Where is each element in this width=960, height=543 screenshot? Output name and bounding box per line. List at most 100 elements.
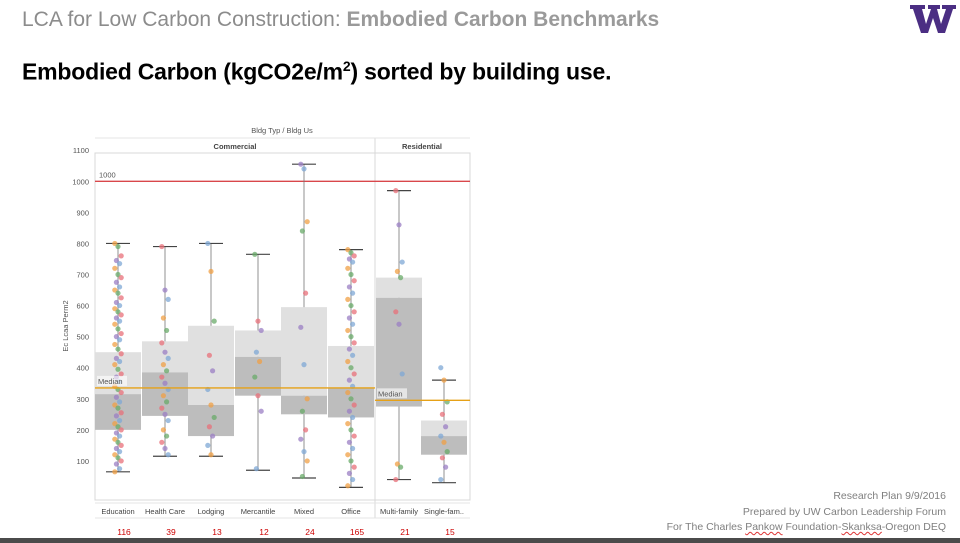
data-point [112, 362, 118, 368]
data-point [159, 243, 165, 250]
data-point [113, 299, 119, 306]
data-point [208, 268, 214, 275]
data-point [348, 250, 354, 256]
data-point [118, 458, 124, 464]
data-point [345, 296, 351, 302]
data-point [115, 290, 121, 296]
count-label: 116 [117, 527, 131, 537]
data-point [117, 466, 123, 472]
data-point [112, 306, 118, 312]
data-point [118, 312, 124, 318]
data-point [348, 396, 354, 402]
data-point [160, 315, 166, 321]
y-tick-label: 500 [76, 333, 89, 342]
data-point [438, 476, 444, 483]
data-point [346, 315, 352, 321]
data-point [304, 219, 310, 225]
data-point [115, 405, 121, 411]
data-point [164, 327, 170, 334]
data-point [160, 427, 166, 433]
data-point [115, 366, 121, 372]
data-point [115, 271, 121, 278]
data-point [117, 337, 123, 343]
data-point [165, 452, 171, 458]
data-point [351, 433, 357, 439]
data-point [441, 439, 447, 445]
data-point [351, 371, 357, 377]
data-point [346, 408, 352, 414]
data-point [255, 393, 261, 399]
data-point [159, 374, 165, 380]
data-point [162, 287, 168, 293]
data-point [113, 355, 119, 361]
data-point [443, 464, 449, 470]
data-point [394, 461, 400, 467]
data-point [298, 436, 304, 442]
footer-line-3-part: Skanksa [841, 521, 882, 533]
data-point [162, 445, 168, 452]
data-point [350, 352, 356, 358]
data-point [304, 458, 310, 464]
footer-line-3-part: Foundation- [782, 521, 842, 533]
y-tick-label: 1000 [72, 177, 89, 186]
footer-line-3-part: -Oregon DEQ [881, 521, 946, 533]
data-point [118, 427, 124, 433]
y-tick-label: 600 [76, 302, 89, 311]
data-point [115, 309, 121, 315]
data-point [348, 458, 354, 464]
y-tick-label: 400 [76, 364, 89, 373]
data-point [112, 421, 118, 427]
data-point [399, 371, 405, 377]
data-point [301, 449, 307, 455]
data-point [162, 349, 168, 355]
data-point [345, 265, 351, 271]
data-point [345, 389, 351, 396]
data-point [160, 393, 166, 399]
box-lower [281, 395, 327, 415]
reference-line-label: 1000 [99, 170, 116, 179]
data-point [165, 296, 171, 302]
data-point [396, 321, 402, 327]
headline-superscript: 2 [342, 58, 351, 74]
data-point [113, 445, 119, 452]
data-point [298, 324, 304, 330]
data-point [113, 430, 119, 436]
data-point [438, 365, 444, 371]
median-label: Median [378, 389, 403, 398]
data-point [258, 408, 264, 414]
data-point [439, 455, 445, 461]
data-point [350, 290, 356, 296]
footer-line-1: Research Plan 9/9/2016 [833, 490, 946, 502]
slide-title-light: LCA for Low Carbon Construction: [22, 8, 347, 31]
headline-text: Embodied Carbon (kgCO2e/m [22, 58, 343, 85]
y-tick-label: 1100 [73, 146, 89, 155]
data-point [257, 358, 263, 365]
data-point [113, 394, 119, 400]
headline-text-end: ) sorted by building use [350, 58, 606, 85]
category-label: Mixed [294, 507, 314, 516]
data-point [113, 461, 119, 467]
data-point [118, 253, 124, 259]
data-point [113, 413, 119, 419]
footer-line-3-part: For The Charles [666, 521, 746, 533]
data-point [112, 341, 118, 348]
y-axis-label: Ec Lcaa Perm2 [61, 300, 70, 351]
data-point [348, 334, 354, 340]
median-label-bg [377, 388, 407, 399]
median-label: Median [98, 377, 123, 386]
data-point [439, 411, 445, 417]
data-point [351, 402, 357, 408]
data-point [205, 240, 211, 247]
data-point [118, 371, 124, 377]
data-point [118, 389, 124, 396]
group-label: Commercial [214, 142, 257, 151]
data-point [346, 377, 352, 383]
data-point [393, 309, 399, 315]
data-point [164, 433, 170, 439]
data-point [118, 442, 124, 448]
data-point [113, 334, 119, 340]
y-tick-label: 100 [76, 457, 89, 466]
y-tick-label: 800 [76, 239, 89, 248]
data-point [115, 455, 121, 461]
